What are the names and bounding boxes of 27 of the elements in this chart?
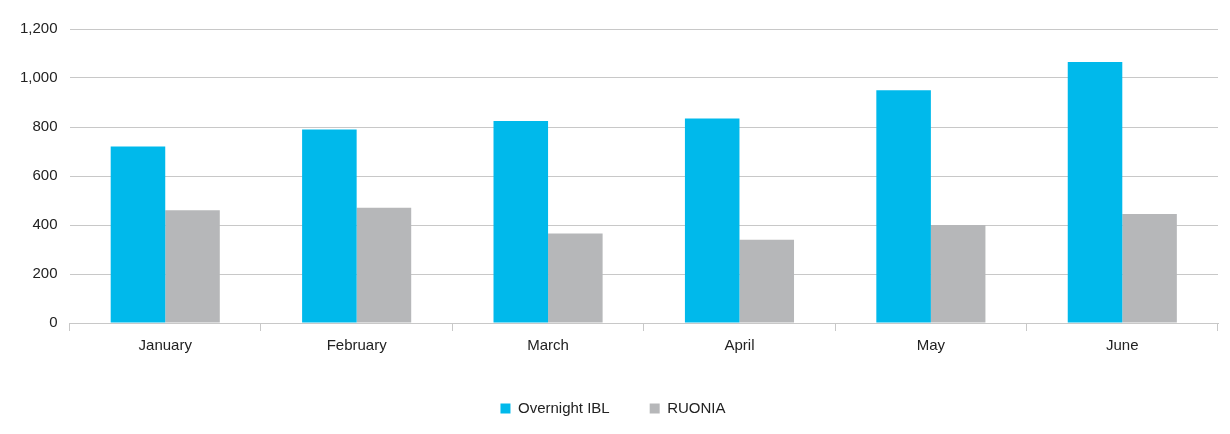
- x-tick-label: February: [326, 336, 388, 354]
- y-tick-label: 600: [32, 166, 58, 184]
- y-tick-label: 400: [32, 215, 58, 233]
- bar: [493, 120, 549, 323]
- x-tick-label: January: [138, 336, 193, 354]
- y-tick-label: 0: [49, 313, 58, 331]
- bar: [548, 233, 603, 323]
- bar: [110, 146, 166, 323]
- x-tick-label: May: [916, 336, 946, 354]
- bar: [1122, 213, 1177, 323]
- legend-label: RUONIA: [667, 398, 726, 416]
- x-tick-label: June: [1106, 336, 1139, 354]
- bar: [876, 90, 931, 323]
- y-tick-label: 1,000: [19, 68, 58, 86]
- y-tick-label: 200: [32, 264, 58, 282]
- y-tick-label: 800: [32, 117, 58, 135]
- bar: [930, 225, 986, 323]
- bar: [684, 118, 740, 323]
- x-tick-label: March: [527, 336, 569, 354]
- bar: [165, 210, 220, 323]
- legend-label: Overnight IBL: [517, 398, 610, 416]
- bar: [739, 239, 795, 323]
- bar: [1067, 62, 1123, 323]
- bar: [356, 207, 412, 323]
- y-tick-label: 1,200: [19, 19, 58, 37]
- bar: [302, 129, 357, 323]
- x-tick-label: April: [724, 336, 755, 354]
